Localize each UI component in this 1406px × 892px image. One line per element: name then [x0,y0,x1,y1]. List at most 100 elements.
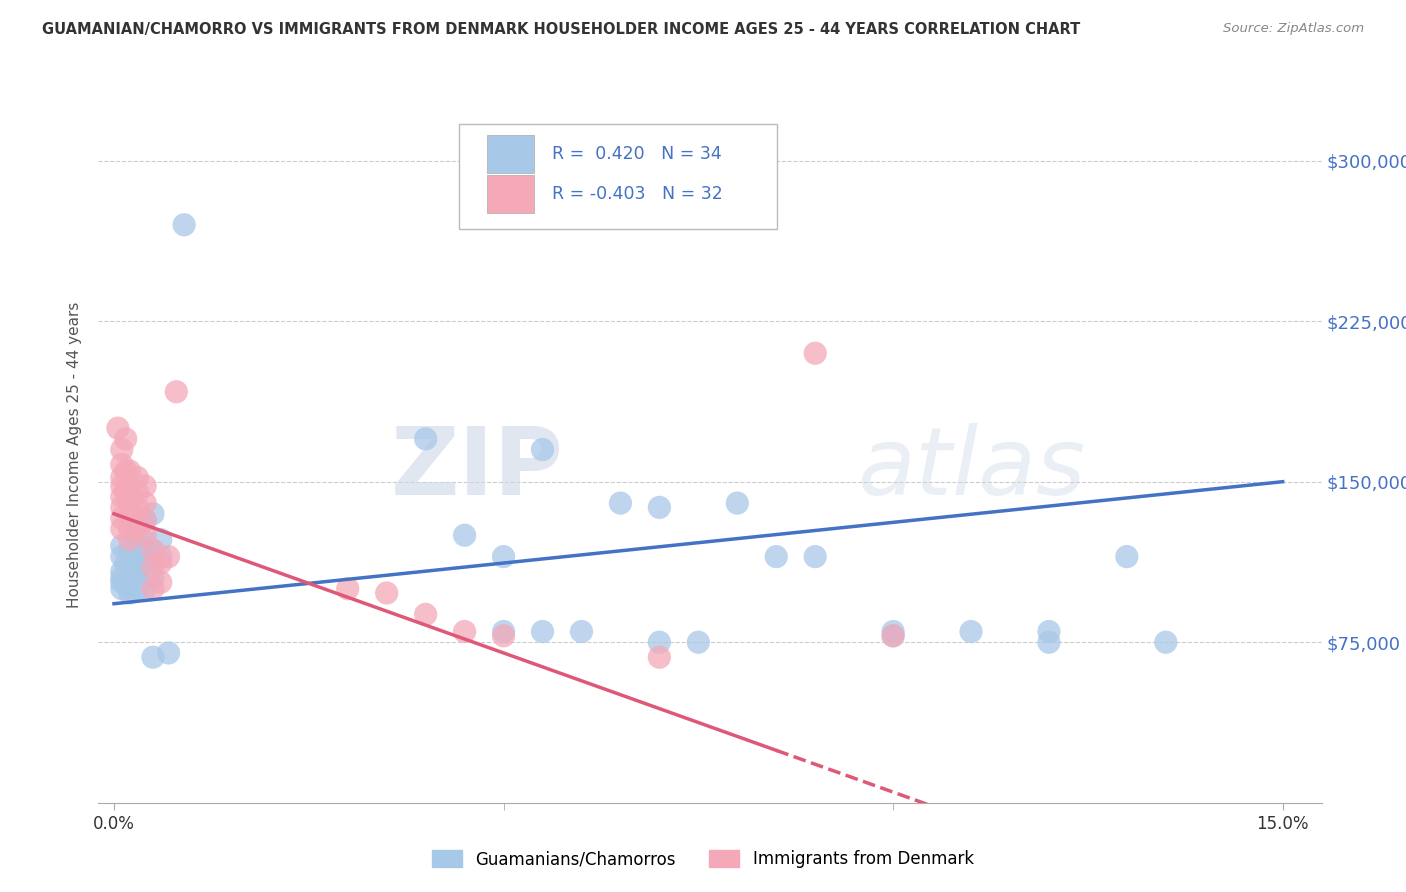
Point [127,522,149,536]
Point [111,490,134,504]
Point [492,549,515,564]
Point [111,582,134,596]
Point [571,624,593,639]
Point [375,586,398,600]
Point [127,565,149,579]
Point [118,586,141,600]
Point [134,543,156,558]
Point [149,556,172,570]
Point [127,539,149,553]
FancyBboxPatch shape [460,124,778,229]
Point [118,496,141,510]
Point [111,470,134,484]
Text: R =  0.420   N = 34: R = 0.420 N = 34 [553,145,723,163]
Point [118,479,141,493]
Point [134,496,156,510]
Point [804,549,827,564]
Point [142,507,165,521]
Point [804,346,827,360]
Point [142,650,165,665]
Y-axis label: Householder Income Ages 25 - 44 years: Householder Income Ages 25 - 44 years [67,301,83,608]
Point [111,571,134,585]
Point [127,560,149,574]
Point [765,549,787,564]
Point [142,543,165,558]
Point [118,464,141,478]
Point [725,496,748,510]
FancyBboxPatch shape [488,175,534,213]
Point [127,500,149,515]
Point [111,522,134,536]
Point [531,442,554,457]
Point [134,479,156,493]
Point [149,549,172,564]
Point [688,635,710,649]
Point [107,421,129,435]
Point [142,543,165,558]
Point [882,629,904,643]
Point [149,575,172,590]
Point [111,500,134,515]
Point [882,624,904,639]
Point [157,549,180,564]
Point [492,629,515,643]
Point [127,582,149,596]
Text: GUAMANIAN/CHAMORRO VS IMMIGRANTS FROM DENMARK HOUSEHOLDER INCOME AGES 25 - 44 YE: GUAMANIAN/CHAMORRO VS IMMIGRANTS FROM DE… [42,22,1080,37]
Point [149,533,172,547]
Point [114,432,136,446]
Point [111,479,134,493]
Text: atlas: atlas [856,424,1085,515]
Point [336,582,359,596]
Point [142,571,165,585]
Point [1115,549,1137,564]
Point [114,464,136,478]
Point [648,650,671,665]
Point [453,528,475,542]
Point [118,565,141,579]
Point [1038,635,1060,649]
Point [127,549,149,564]
Point [134,534,156,549]
Point [609,496,631,510]
Point [134,513,156,527]
Point [118,522,141,536]
Point [127,522,149,536]
Point [114,556,136,570]
Point [118,543,141,558]
Point [134,556,156,570]
Point [142,560,165,574]
Point [111,458,134,472]
Point [111,575,134,590]
Legend: Guamanians/Chamorros, Immigrants from Denmark: Guamanians/Chamorros, Immigrants from De… [426,843,980,875]
Point [129,539,152,553]
Point [882,629,904,643]
Point [415,607,437,622]
Point [118,507,141,521]
Point [531,624,554,639]
FancyBboxPatch shape [488,136,534,173]
Point [118,533,141,547]
Point [165,384,187,399]
Point [134,513,156,527]
Point [118,582,141,596]
Point [960,624,983,639]
Point [492,624,515,639]
Point [111,511,134,525]
Point [142,582,165,596]
Point [127,470,149,484]
Point [127,485,149,500]
Point [648,635,671,649]
Text: R = -0.403   N = 32: R = -0.403 N = 32 [553,185,723,203]
Point [648,500,671,515]
Point [1038,624,1060,639]
Point [111,539,134,553]
Point [173,218,195,232]
Point [122,560,145,574]
Point [118,571,141,585]
Text: Source: ZipAtlas.com: Source: ZipAtlas.com [1223,22,1364,36]
Point [453,624,475,639]
Point [127,513,149,527]
Point [111,565,134,579]
Point [114,485,136,500]
Point [134,582,156,596]
